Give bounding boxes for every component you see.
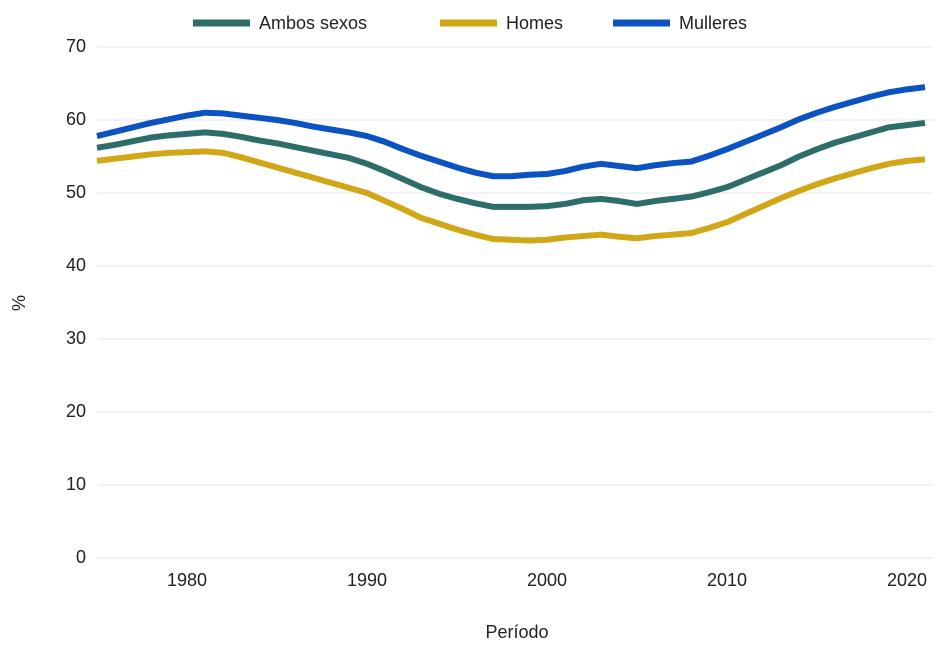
y-tick-label: 40 xyxy=(66,255,86,275)
y-axis-title: % xyxy=(9,295,29,311)
y-tick-label: 10 xyxy=(66,474,86,494)
legend-label: Ambos sexos xyxy=(259,13,367,33)
y-tick-label: 0 xyxy=(76,547,86,567)
y-tick-label: 30 xyxy=(66,328,86,348)
legend-label: Mulleres xyxy=(679,13,747,33)
legend-label: Homes xyxy=(506,13,563,33)
x-tick-label: 2020 xyxy=(887,570,927,590)
y-tick-label: 70 xyxy=(66,36,86,56)
x-tick-label: 2000 xyxy=(527,570,567,590)
x-axis-title: Período xyxy=(485,622,548,642)
y-tick-label: 50 xyxy=(66,182,86,202)
y-tick-label: 20 xyxy=(66,401,86,421)
data-line xyxy=(96,119,926,210)
x-tick-label: 1990 xyxy=(347,570,387,590)
y-tick-label: 60 xyxy=(66,109,86,129)
x-tick-label: 1980 xyxy=(167,570,207,590)
data-line xyxy=(96,84,926,180)
data-line xyxy=(96,148,926,244)
x-tick-label: 2010 xyxy=(707,570,747,590)
